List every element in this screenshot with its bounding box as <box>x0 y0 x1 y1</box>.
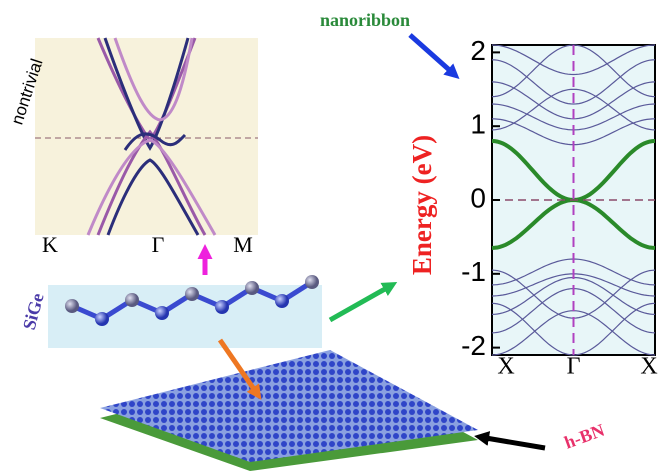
atom <box>155 306 169 320</box>
panel-title: nanoribbon <box>320 10 410 30</box>
k-label: Γ <box>567 354 581 380</box>
atom <box>95 312 109 326</box>
atom <box>65 299 79 313</box>
k-label: M <box>233 232 253 257</box>
arrow <box>410 35 455 75</box>
atom <box>275 294 289 308</box>
y-tick-label: 0 <box>470 182 486 213</box>
k-label: K <box>42 232 58 257</box>
y-tick-label: -1 <box>461 256 486 287</box>
substrate: h-BN <box>100 350 607 471</box>
atom <box>185 287 199 301</box>
atom <box>215 300 229 314</box>
y-tick-label: 2 <box>470 35 486 66</box>
y-tick-label: 1 <box>470 109 486 140</box>
chain: SiGe <box>19 275 322 348</box>
atom <box>245 281 259 295</box>
atom <box>305 275 319 289</box>
atom <box>125 293 139 307</box>
substrate-label: h-BN <box>562 420 607 453</box>
nontrivial-panel: nontrivial K Γ M <box>7 38 258 257</box>
k-label: X <box>497 354 514 380</box>
chain-label: SiGe <box>19 291 48 332</box>
band-panel: nanoribbon Energy (eV) 2 1 0 -1 -2 X Γ X <box>320 10 658 379</box>
k-label: Γ <box>152 232 165 257</box>
arrow <box>480 437 545 448</box>
figure: nontrivial K Γ M SiGe h-BN nanoribbon En… <box>0 0 658 471</box>
arrow <box>330 285 392 320</box>
k-label: X <box>640 354 657 380</box>
y-axis-label: Energy (eV) <box>407 135 437 275</box>
y-tick-label: -2 <box>461 330 486 361</box>
